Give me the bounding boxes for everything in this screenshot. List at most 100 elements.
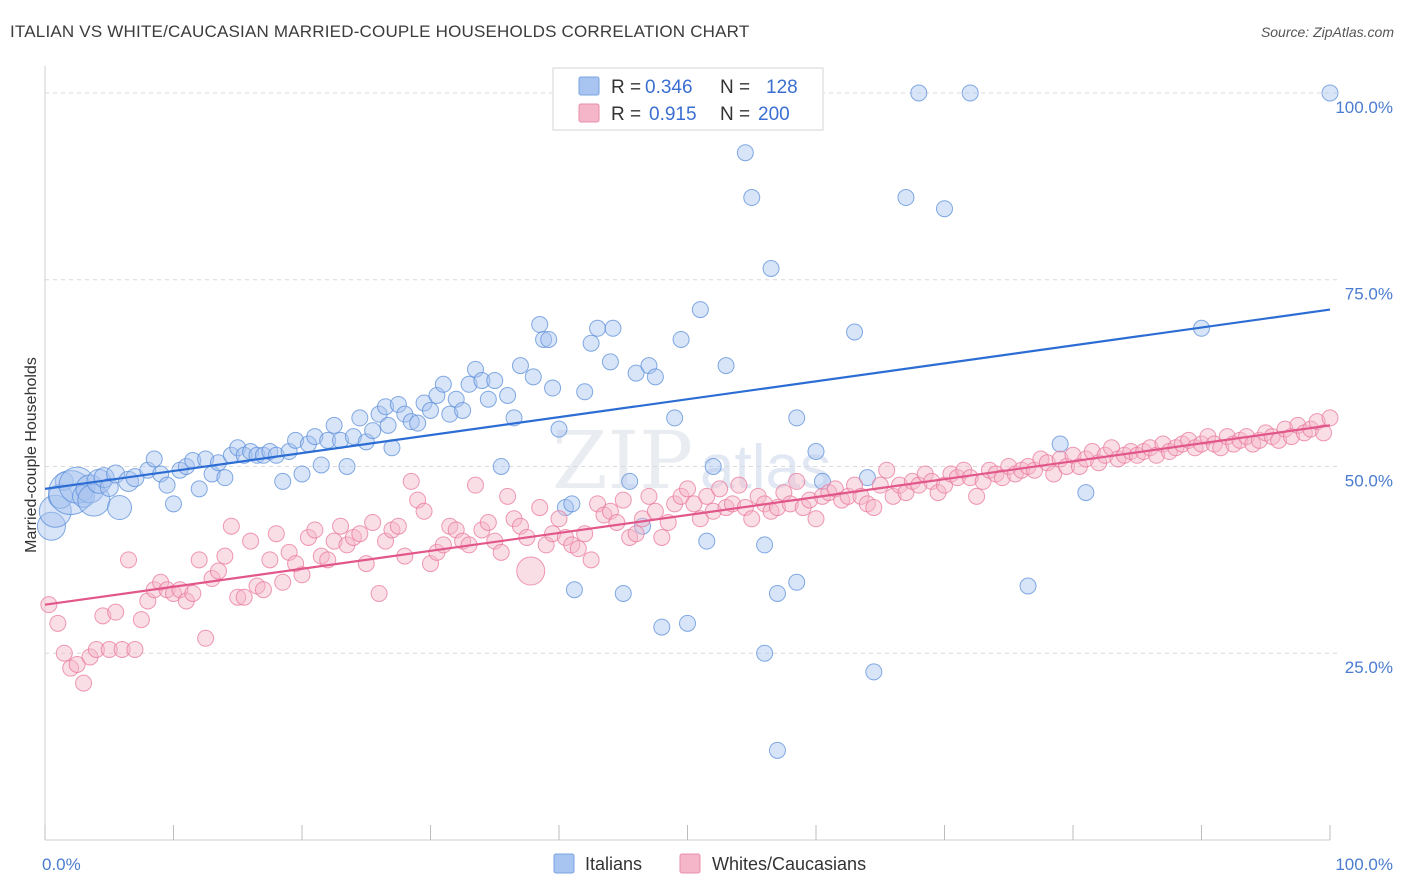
italians-point — [691, 301, 709, 319]
italians-point — [107, 495, 133, 521]
whites-point — [332, 517, 350, 535]
italians-point — [441, 405, 459, 423]
trend-lines — [44, 308, 1331, 606]
whites-point — [197, 629, 215, 647]
legend-r-label-2: R = — [611, 104, 641, 125]
chart-title: ITALIAN VS WHITE/CAUCASIAN MARRIED-COUPL… — [10, 22, 750, 41]
y-tick-label: 25.0% — [1345, 658, 1393, 677]
whites-point — [113, 641, 131, 658]
italians-point — [621, 472, 639, 490]
legend-r-value-1: 0.346 — [645, 77, 693, 98]
italians-point — [679, 614, 696, 632]
whites-trend-line — [44, 424, 1331, 606]
whites-point — [325, 532, 343, 550]
bottom-legend-label-italians: Italians — [585, 854, 642, 874]
italians-point — [351, 409, 369, 427]
italians-point — [762, 260, 780, 277]
legend-n-label-2: N = — [720, 104, 750, 125]
whites-point — [968, 487, 986, 505]
y-tick-label: 50.0% — [1345, 471, 1393, 490]
italians-point — [93, 467, 115, 489]
italians-point — [274, 472, 292, 490]
italians-point — [492, 457, 510, 475]
top-legend: R = 0.346 N = 128 R = 0.915 N = 200 — [552, 67, 824, 131]
y-tick-label: 75.0% — [1345, 285, 1393, 304]
whites-point — [698, 487, 716, 505]
italians-point — [563, 495, 581, 513]
italians-point — [479, 390, 497, 408]
watermark-atlas: atlas — [700, 433, 831, 502]
whites-point — [306, 521, 324, 539]
whites-point — [516, 556, 546, 586]
legend-n-value-2: 200 — [758, 104, 790, 125]
whites-point — [94, 607, 112, 625]
italians-trend-line — [44, 308, 1331, 490]
italians-point — [768, 584, 786, 602]
legend-swatch-italians — [578, 76, 600, 96]
legend-r-value-2: 0.915 — [649, 104, 697, 125]
whites-point — [242, 532, 260, 550]
italians-point — [287, 431, 305, 449]
italians-point — [409, 414, 427, 432]
italians-point — [1321, 84, 1339, 102]
whites-point — [711, 480, 729, 498]
italians-point — [312, 456, 330, 474]
whites-point — [126, 641, 144, 658]
italians-point — [473, 372, 491, 390]
italians-point — [788, 573, 806, 591]
italians-point — [36, 511, 66, 541]
italians-point — [338, 457, 356, 475]
italians-point — [704, 457, 722, 475]
source-credit: Source: ZipAtlas.com — [1260, 24, 1394, 40]
italians-point — [535, 330, 553, 348]
whites-point — [235, 588, 253, 606]
whites-point — [254, 581, 272, 599]
whites-point — [274, 573, 292, 591]
italians-point — [531, 316, 549, 334]
italians-points — [36, 84, 1339, 759]
legend-swatch-whites — [578, 103, 600, 123]
italians-point — [190, 480, 208, 498]
whites-point — [646, 502, 664, 520]
italians-point — [788, 409, 806, 427]
whites-point — [466, 476, 484, 494]
bottom-legend-swatch-whites — [679, 853, 701, 874]
italians-point — [653, 618, 671, 636]
italians-point — [486, 372, 504, 390]
whites-point — [100, 641, 118, 658]
whites-point — [1315, 424, 1333, 442]
italians-point — [460, 375, 478, 393]
y-axis-label: Married-couple Households — [23, 357, 40, 553]
italians-point — [216, 469, 234, 487]
whites-point — [229, 588, 247, 606]
whites-point — [679, 480, 696, 498]
legend-n-value-1: 128 — [766, 77, 798, 98]
whites-point — [871, 476, 889, 494]
whites-point — [499, 487, 517, 505]
whites-point — [807, 510, 825, 528]
whites-point — [614, 491, 632, 509]
whites-point — [75, 674, 93, 692]
whites-point — [865, 499, 883, 517]
x-tick-labels: 0.0% 100.0% — [42, 855, 1393, 874]
x-tick-label: 0.0% — [42, 855, 81, 874]
italians-point — [158, 476, 176, 494]
italians-point — [550, 420, 568, 438]
italians-point — [1019, 577, 1037, 595]
italians-point — [576, 383, 594, 401]
italians-point — [145, 450, 163, 468]
italians-point — [743, 189, 761, 207]
whites-point — [653, 528, 671, 546]
italians-point — [319, 431, 337, 449]
whites-point — [222, 517, 240, 535]
whites-point — [190, 551, 208, 569]
italians-point — [897, 189, 915, 207]
italians-point — [565, 581, 583, 599]
italians-point — [666, 409, 684, 427]
whites-point — [370, 584, 388, 602]
italians-point — [601, 353, 619, 371]
italians-point — [544, 379, 562, 397]
italians-point — [344, 428, 362, 446]
italians-point — [364, 422, 382, 440]
